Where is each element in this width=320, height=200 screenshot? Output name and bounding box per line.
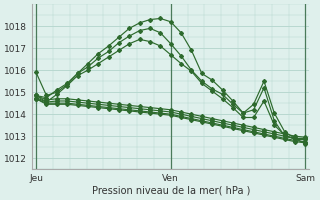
X-axis label: Pression niveau de la mer( hPa ): Pression niveau de la mer( hPa ) bbox=[92, 186, 250, 196]
